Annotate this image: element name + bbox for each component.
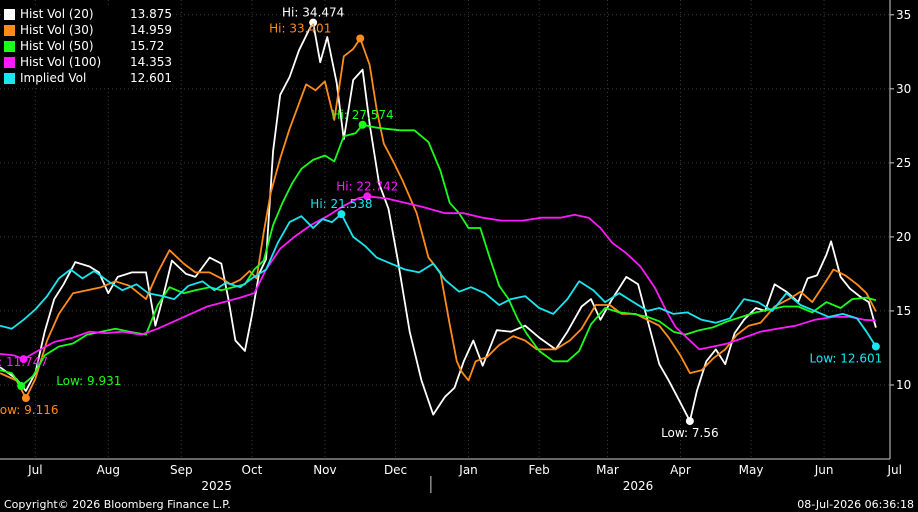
y-tick-label: 15 [896,304,911,318]
annotation-marker [363,192,372,201]
annotation-marker [337,210,346,219]
legend-item: Hist Vol (100) 14.353 [4,54,172,70]
annotation-label: Low: 9.116 [0,403,58,417]
timestamp-text: 08-Jul-2026 06:36:18 [797,498,914,511]
legend-swatch [4,56,15,68]
legend-item: Hist Vol (20) 13.875 [4,6,172,22]
legend-series-value: 15.72 [130,39,165,53]
annotation-marker [19,355,28,364]
annotation-marker [21,394,30,403]
annotation-marker [871,342,880,351]
annotation-marker [17,381,26,390]
legend-series-name: Hist Vol (100) [20,55,102,69]
annotation-label: Low: 7.56 [661,426,719,440]
legend-series-value: 14.959 [130,23,172,37]
x-tick-label: May [739,463,764,477]
annotation-label: Low: 9.931 [56,374,121,388]
x-tick-label: Feb [529,463,550,477]
copyright-text: Copyright© 2026 Bloomberg Finance L.P. [4,498,231,511]
annotation-label: Hi: 34.474 [282,6,344,20]
y-tick-label: 10 [896,378,911,392]
legend-swatch [4,40,15,52]
annotation-label: Low: 11.747 [0,355,48,369]
legend-series-name: Hist Vol (20) [20,7,94,21]
x-tick-label: Jun [814,463,834,477]
annotation-label: Hi: 27.574 [331,108,393,122]
y-tick-label: 20 [896,230,911,244]
series-line-1 [0,37,877,400]
legend-series-name: Hist Vol (50) [20,39,94,53]
annotation-label: Hi: 22.742 [336,179,398,193]
x-tick-label: Jan [458,463,478,477]
y-tick-label: 30 [896,82,911,96]
series-line-2 [0,123,877,387]
legend-item: Hist Vol (50) 15.72 [4,38,172,54]
annotation-label: Hi: 21.538 [310,197,372,211]
legend-item: Implied Vol 12.601 [4,70,172,86]
x-tick-label: Dec [384,463,407,477]
annotation-label: Hi: 33.401 [269,21,331,35]
annotation-label: Low: 12.601 [809,351,882,365]
x-tick-label: Apr [670,463,691,477]
annotation-marker [309,18,318,27]
series-line-3 [0,195,876,361]
x-tick-label: Nov [313,463,336,477]
annotation-marker [358,120,367,129]
legend-item: Hist Vol (30) 14.959 [4,22,172,38]
y-tick-label: 35 [896,8,911,22]
series-line-4 [0,213,877,347]
series-line-0 [0,21,877,423]
x-tick-label: Mar [596,463,619,477]
legend-series-value: 12.601 [130,71,172,85]
legend-swatch [4,24,15,36]
legend-swatch [4,72,15,84]
x-year-label: 2026 [623,479,654,493]
legend-swatch [4,8,15,20]
legend-series-name: Implied Vol [20,71,87,85]
legend-series-value: 14.353 [130,55,172,69]
x-tick-label: Sep [170,463,193,477]
x-tick-label: Oct [242,463,263,477]
legend-series-name: Hist Vol (30) [20,23,94,37]
y-tick-label: 25 [896,156,911,170]
annotation-marker [356,34,365,43]
legend-series-value: 13.875 [130,7,172,21]
x-year-label: 2025 [201,479,232,493]
x-tick-label: Aug [97,463,120,477]
x-tick-label: Jul [27,463,42,477]
legend: Hist Vol (20) 13.875 Hist Vol (30) 14.959 Hi… [4,6,172,86]
annotation-marker [685,417,694,426]
x-tick-label: Jul [886,463,901,477]
